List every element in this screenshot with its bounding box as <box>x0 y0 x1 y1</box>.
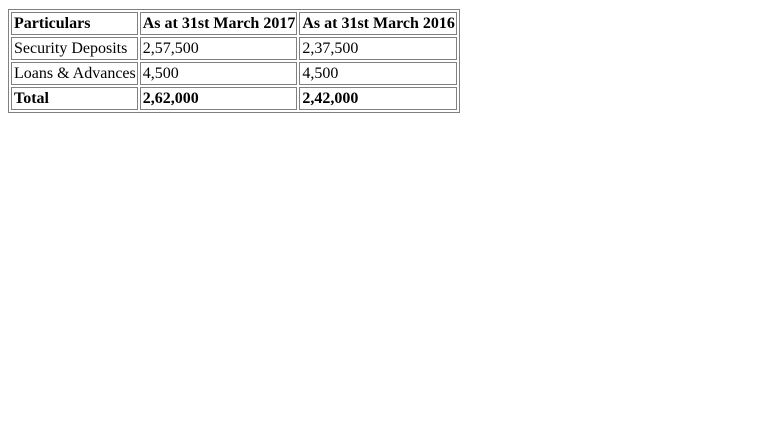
header-2017: As at 31st March 2017 <box>139 12 298 35</box>
total-value-2017: 2,62,000 <box>139 87 298 110</box>
table-header-row: Particulars As at 31st March 2017 As at … <box>11 12 457 35</box>
balance-table: Particulars As at 31st March 2017 As at … <box>8 9 460 113</box>
table-row: Security Deposits 2,57,500 2,37,500 <box>11 37 457 60</box>
row-value-2016: 4,500 <box>299 62 457 85</box>
row-label: Loans & Advances <box>11 62 138 85</box>
table-row: Loans & Advances 4,500 4,500 <box>11 62 457 85</box>
header-particulars: Particulars <box>11 12 138 35</box>
total-value-2016: 2,42,000 <box>299 87 457 110</box>
row-label: Security Deposits <box>11 37 138 60</box>
total-label: Total <box>11 87 138 110</box>
row-value-2016: 2,37,500 <box>299 37 457 60</box>
page-content: Particulars As at 31st March 2017 As at … <box>8 9 460 113</box>
row-value-2017: 4,500 <box>139 62 298 85</box>
row-value-2017: 2,57,500 <box>139 37 298 60</box>
header-2016: As at 31st March 2016 <box>299 12 457 35</box>
table-total-row: Total 2,62,000 2,42,000 <box>11 87 457 110</box>
